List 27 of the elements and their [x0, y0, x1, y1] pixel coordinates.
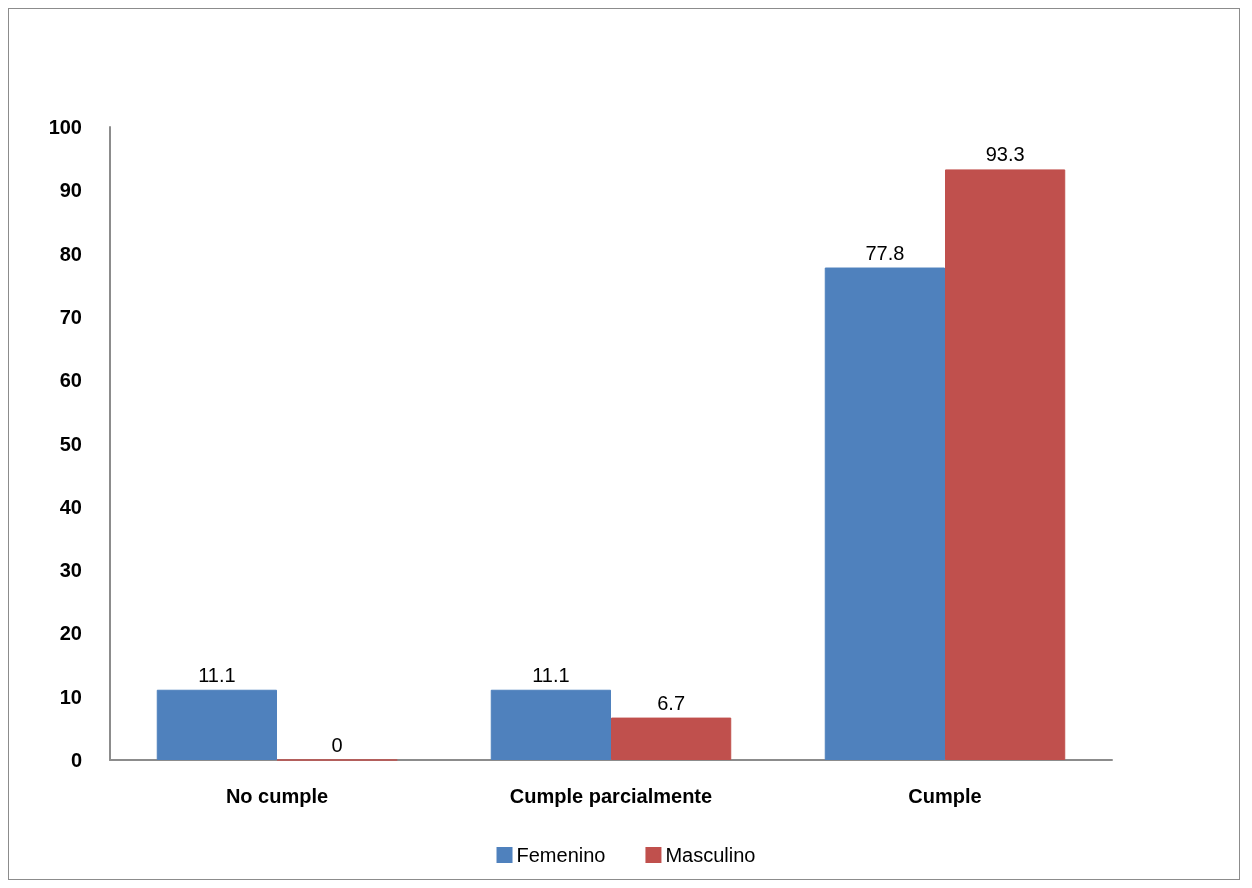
- bar: [945, 169, 1066, 760]
- y-tick-label: 50: [59, 432, 82, 455]
- x-tick-label: Cumple: [908, 785, 982, 807]
- y-tick-label: 60: [59, 369, 82, 392]
- data-label: 93.3: [985, 143, 1025, 166]
- y-tick-label: 70: [59, 305, 82, 328]
- legend-label: Masculino: [665, 844, 756, 866]
- y-tick-label: 10: [59, 685, 82, 708]
- bar: [490, 689, 611, 760]
- data-label: 11.1: [532, 663, 570, 686]
- y-tick-label: 40: [59, 495, 82, 518]
- bar: [824, 267, 945, 760]
- y-tick-label: 30: [59, 559, 82, 582]
- x-tick-label: Cumple parcialmente: [509, 785, 713, 807]
- data-label: 6.7: [657, 691, 686, 714]
- legend-label: Femenino: [516, 844, 606, 866]
- data-label: 11.1: [198, 663, 236, 686]
- data-label: 0: [331, 733, 343, 756]
- bar: [611, 717, 732, 760]
- data-label: 77.8: [865, 241, 905, 264]
- y-tick-label: 80: [59, 242, 82, 265]
- y-tick-label: 20: [59, 622, 82, 645]
- x-tick-label: No cumple: [225, 785, 329, 807]
- y-tick-label: 0: [70, 749, 82, 771]
- bar: [156, 689, 277, 760]
- y-tick-label: 90: [59, 179, 82, 202]
- y-tick-label: 100: [48, 116, 82, 138]
